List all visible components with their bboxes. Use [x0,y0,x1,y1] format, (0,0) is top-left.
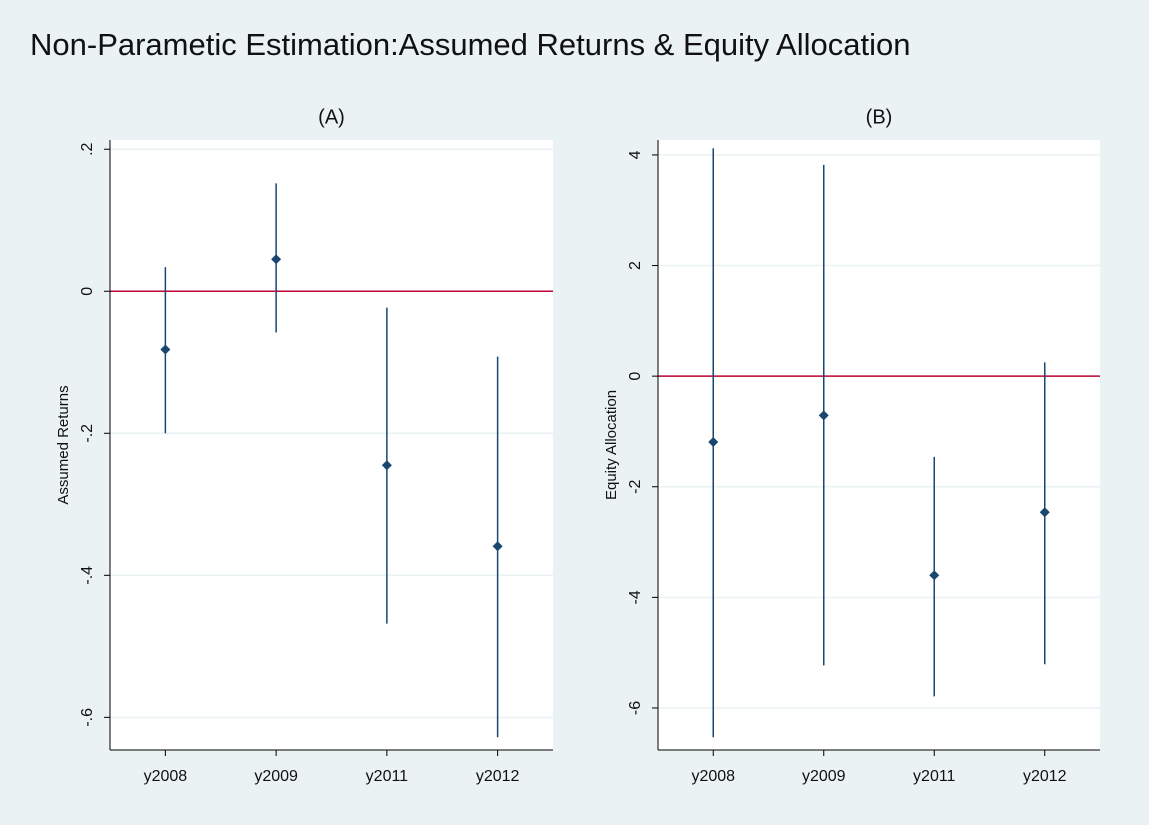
y-tick-label: -4 [627,590,644,604]
y-tick-label: -2 [627,480,644,494]
x-tick-label: y2009 [802,768,846,785]
panel-title: (A) [318,106,345,128]
plot-area [658,140,1100,750]
x-tick-label: y2011 [366,768,409,785]
point [160,344,171,355]
y-tick-label: 0 [79,287,96,296]
y-tick-label: .2 [79,142,96,155]
y-axis-label: Assumed Returns [55,385,72,504]
panel-title: (B) [866,106,893,128]
y-tick-label: 4 [627,150,644,159]
y-tick-label: -6 [627,701,644,715]
x-tick-label: y2008 [144,768,188,785]
y-tick-label: -.6 [79,708,96,727]
x-tick-label: y2012 [1023,768,1067,785]
x-tick-label: y2008 [691,768,735,785]
y-tick-label: 0 [627,372,644,381]
plot-area [110,140,553,750]
y-axis-label: Equity Allocation [603,390,620,500]
point [818,410,829,421]
point [1039,507,1050,518]
y-tick-label: -.2 [79,424,96,443]
point [492,541,503,552]
point [708,436,719,447]
y-tick-label: 2 [627,261,644,270]
point [271,254,282,265]
x-tick-label: y2012 [476,768,520,785]
x-tick-label: y2009 [254,768,298,785]
x-tick-label: y2011 [913,768,956,785]
y-tick-label: -.4 [79,566,96,585]
point [381,460,392,471]
point [929,570,940,581]
figure-title: Non-Parametic Estimation:Assumed Returns… [30,27,910,62]
